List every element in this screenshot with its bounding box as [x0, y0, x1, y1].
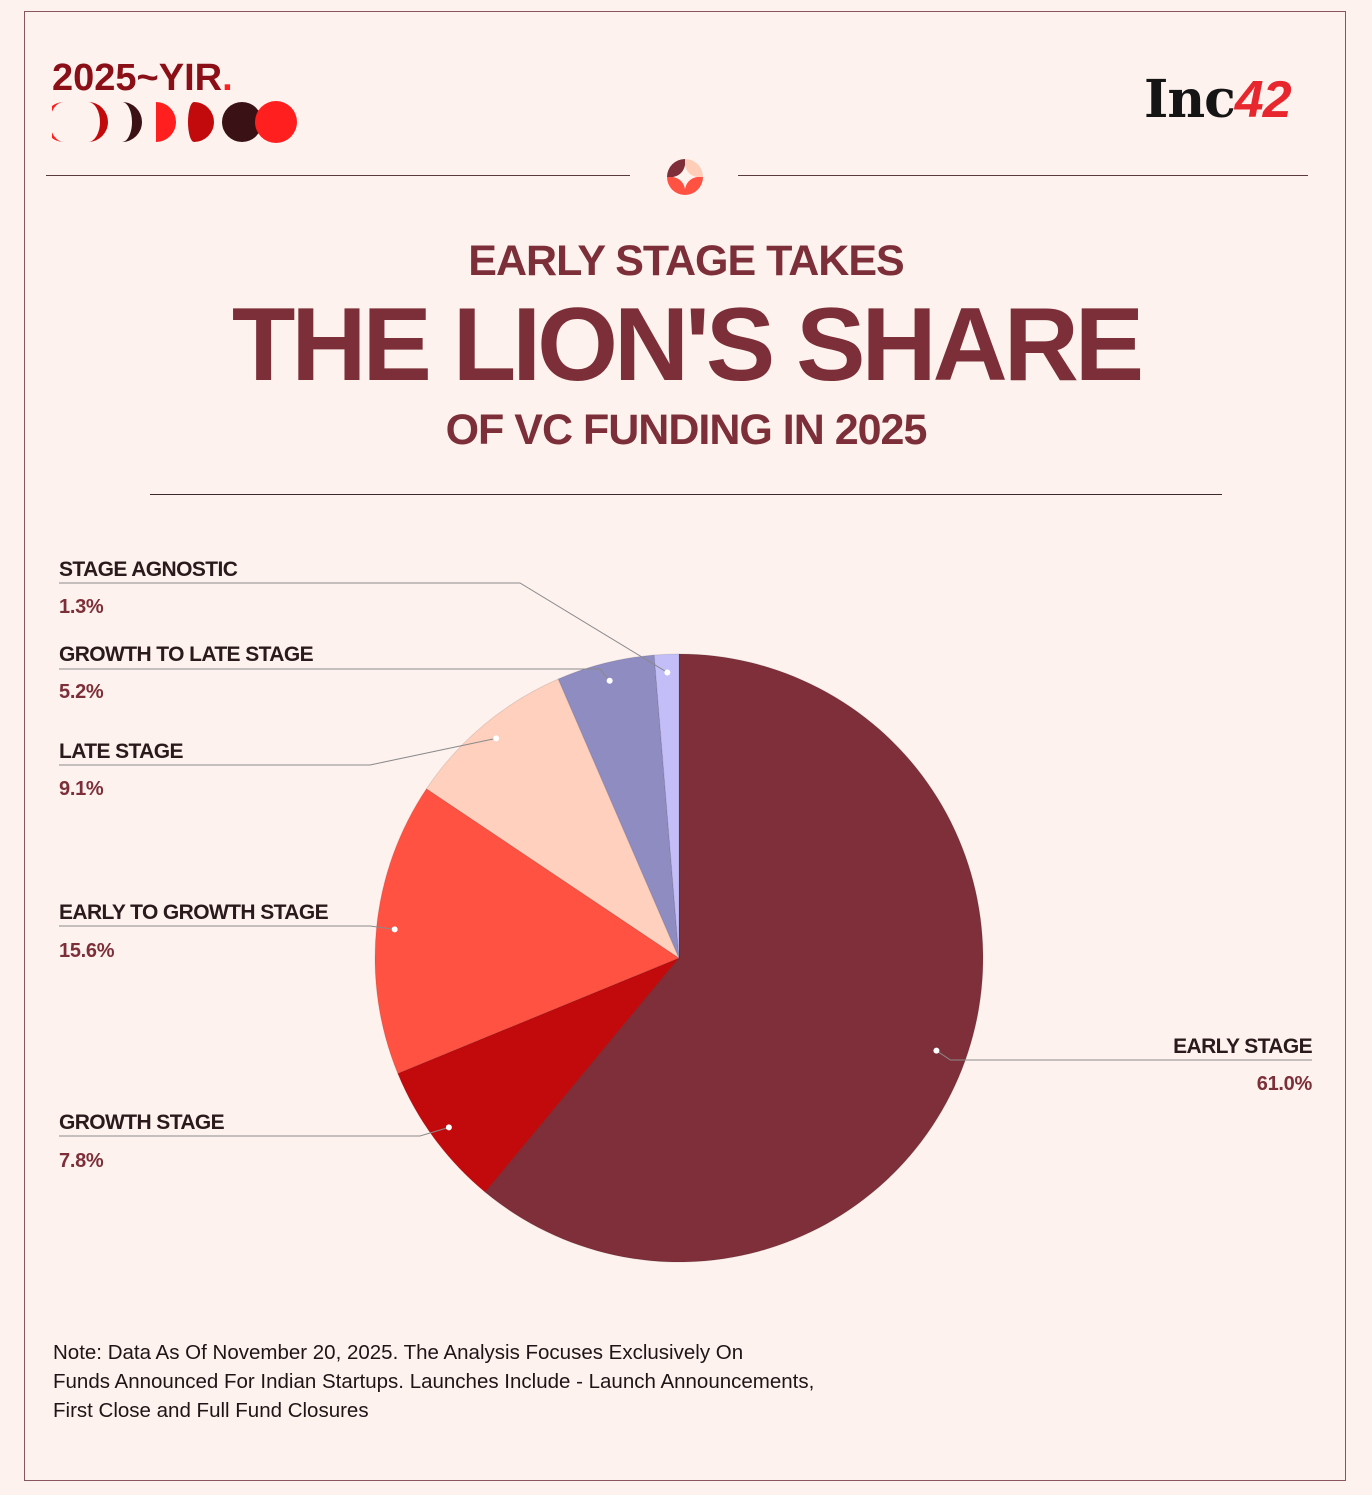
publisher-logo: Inc42 [1144, 69, 1292, 130]
footnote-line-3: First Close and Full Fund Closures [53, 1399, 369, 1422]
footnote-line-1: Note: Data As Of November 20, 2025. The … [53, 1341, 744, 1364]
header-divider-left [46, 175, 630, 176]
leader-dot [493, 735, 500, 742]
leader-line [936, 1050, 1312, 1061]
leader-line [59, 925, 395, 930]
slice-value: 7.8% [59, 1150, 104, 1172]
star-emblem-icon [667, 159, 703, 195]
slice-label: EARLY TO GROWTH STAGE [59, 901, 329, 924]
footnote: Note: Data As Of November 20, 2025. The … [53, 1338, 913, 1425]
header-divider-right [738, 175, 1308, 176]
footnote-line-2: Funds Announced For Indian Startups. Lau… [53, 1370, 815, 1393]
pie-slice-stage-agnostic [653, 653, 680, 959]
leader-line [59, 737, 497, 766]
moon-phases-icon [52, 101, 297, 143]
slice-label: LATE STAGE [59, 740, 183, 763]
title-line-2: THE LION'S SHARE [231, 287, 1144, 403]
page-frame [24, 11, 1346, 1481]
pie-slice-growth-stage [397, 957, 680, 1193]
leader-line [59, 668, 611, 682]
slice-value: 61.0% [1257, 1073, 1313, 1095]
slice-label: STAGE AGNOSTIC [59, 558, 238, 581]
brand-text: 2025~YIR [52, 57, 223, 99]
title-line-1: EARLY STAGE TAKES [468, 237, 904, 285]
slice-value: 1.3% [59, 596, 104, 618]
slice-label: GROWTH TO LATE STAGE [59, 643, 314, 666]
leader-dot [664, 669, 671, 676]
slice-value: 9.1% [59, 778, 104, 800]
leader-line [59, 582, 668, 673]
pie-slice-growth-to-late-stage [557, 654, 680, 959]
brand-logo: 2025~YIR. [52, 58, 233, 98]
leader-line [59, 1126, 450, 1137]
slice-value: 5.2% [59, 681, 104, 703]
leader-dot [445, 1124, 452, 1131]
slice-value: 15.6% [59, 940, 115, 962]
title-divider [150, 494, 1222, 495]
pie-slice-early-to-growth-stage [374, 788, 681, 1075]
leader-dot [391, 926, 398, 933]
publisher-name: Inc [1144, 69, 1236, 130]
slice-label: EARLY STAGE [1173, 1035, 1312, 1058]
pie-slice-late-stage [425, 678, 681, 960]
title-line-3: OF VC FUNDING IN 2025 [445, 406, 928, 454]
publisher-number: 42 [1234, 71, 1292, 129]
slice-label: GROWTH STAGE [59, 1111, 225, 1134]
leader-dot [606, 677, 613, 684]
leader-dot [933, 1047, 940, 1054]
brand-dot: . [222, 57, 233, 99]
pie-slice-early-stage [484, 653, 984, 1263]
